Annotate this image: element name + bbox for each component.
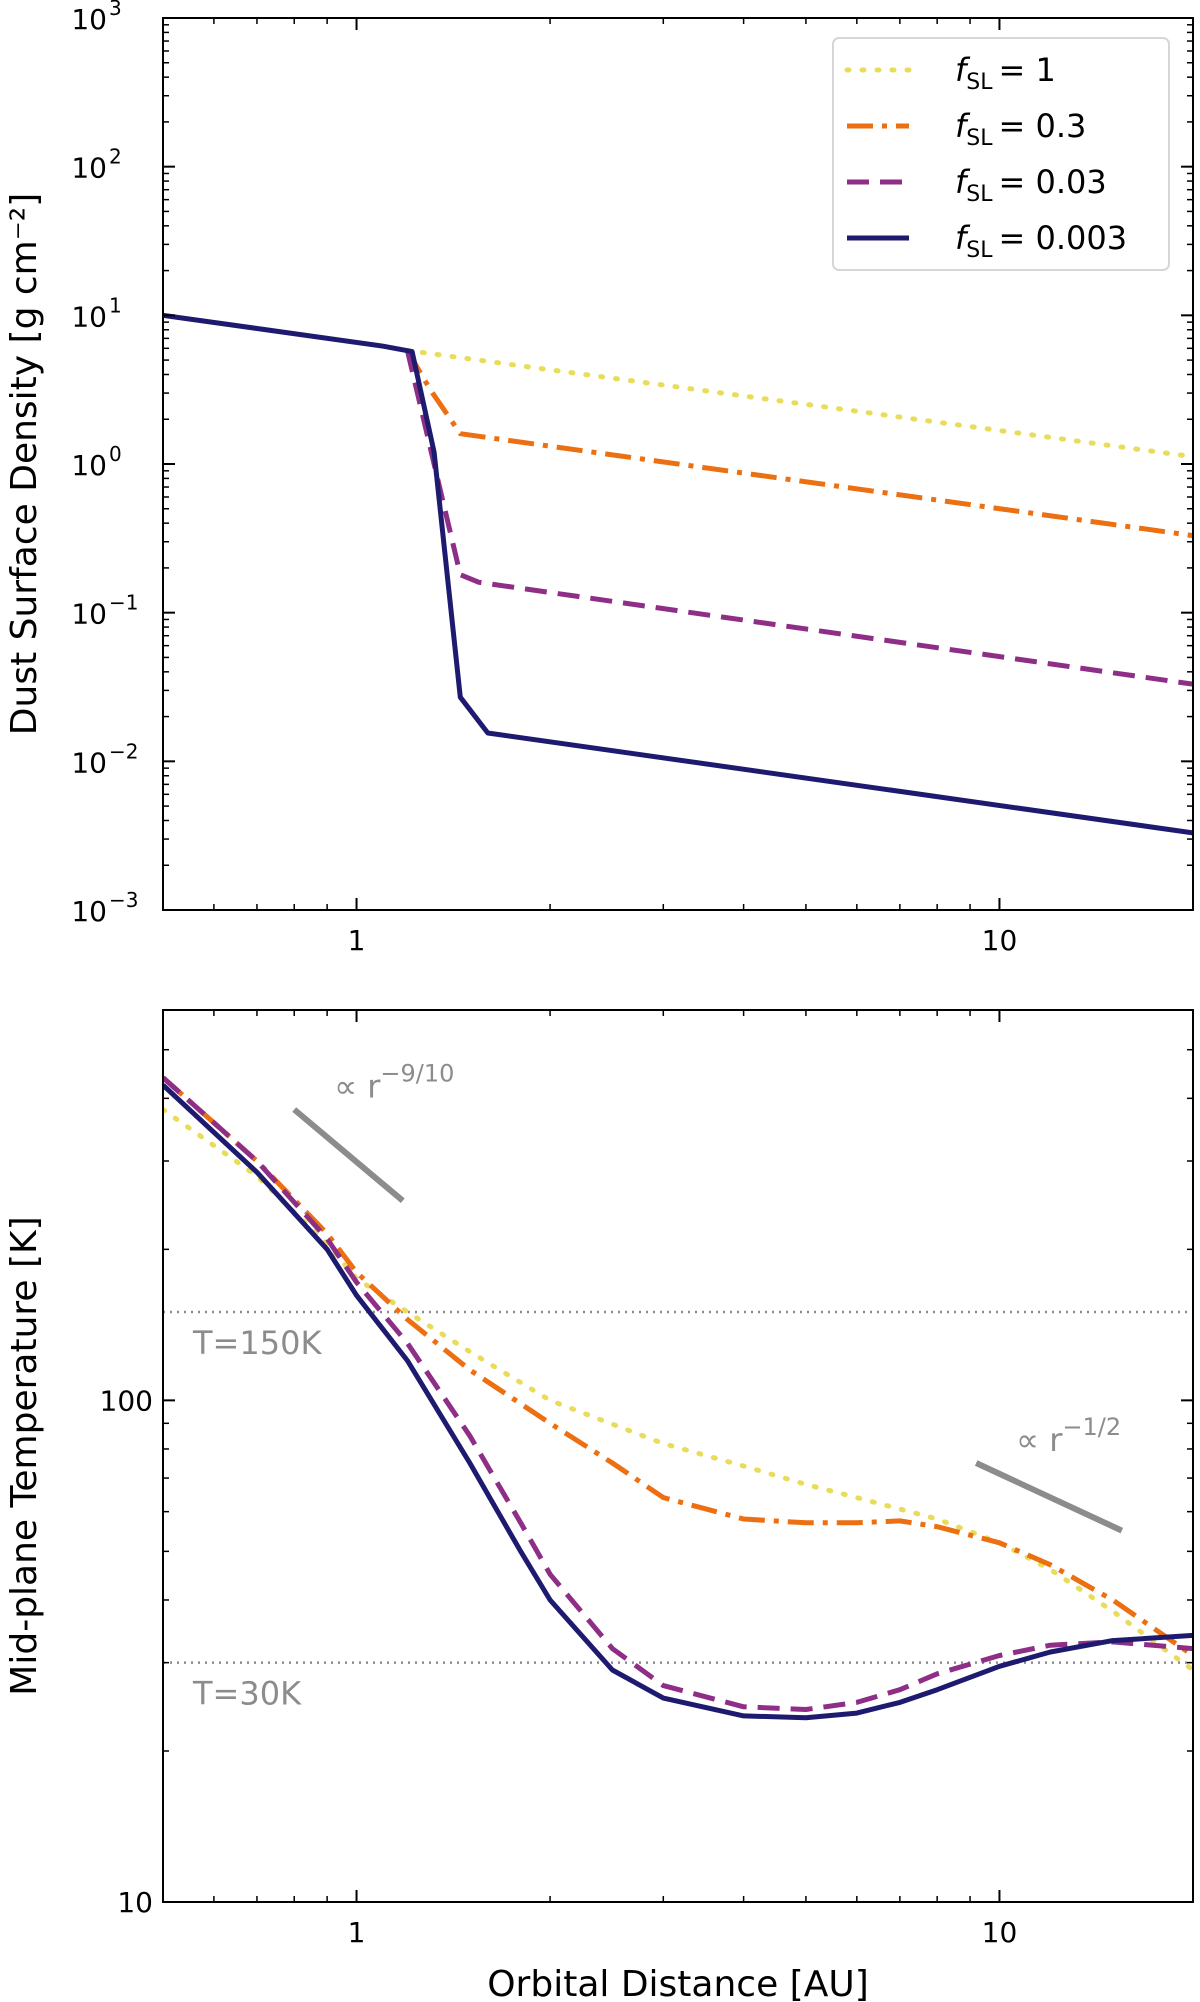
plot-frame: [162, 1009, 1194, 1903]
x-tick-label-10: 10: [982, 924, 1018, 957]
legend-label-4: fSL = 0.003: [955, 219, 1127, 263]
y-tick-label: 10: [71, 895, 107, 928]
slope-indicator-line-1: [292, 1107, 405, 1204]
y-tick-label: 10: [71, 598, 107, 631]
slope-indicator-label-2: ∝ r−1/2: [1016, 1413, 1121, 1459]
x-axis-label: Orbital Distance [AU]: [487, 1964, 869, 2002]
reference-label-150K: T=150K: [192, 1324, 322, 1362]
series-line-fsl1: [404, 348, 1193, 460]
y-tick-label-10: 10: [117, 1886, 153, 1919]
slope-indicator-line-2: [974, 1460, 1124, 1534]
y-tick-label-100: 100: [100, 1384, 153, 1417]
series-line-fsl0.003: [163, 1083, 1193, 1721]
series-line-fsl0.003: [163, 312, 1193, 836]
y-tick-exponent: −1: [109, 591, 138, 615]
y-tick-exponent: 1: [109, 293, 122, 317]
legend-label-3: fSL = 0.03: [955, 163, 1107, 207]
y-tick-label: 10: [71, 746, 107, 779]
y-tick-exponent: 0: [109, 442, 122, 466]
series-line-fsl0.03: [404, 349, 1193, 687]
y-tick-exponent: −2: [109, 739, 138, 763]
x-tick-label-1: 1: [348, 924, 366, 957]
legend-box: [832, 37, 1170, 271]
y-tick-label: 10: [71, 300, 107, 333]
y-tick-label: 10: [71, 3, 107, 36]
x-tick-label-1: 1: [348, 1916, 366, 1949]
series-line-fsl0.03: [163, 1075, 1193, 1712]
y-axis-label: Dust Surface Density [g cm⁻²]: [4, 193, 45, 735]
x-tick-label-10: 10: [982, 1916, 1018, 1949]
y-tick-exponent: −3: [109, 888, 138, 912]
series-line-fsl0.3: [163, 1075, 1193, 1658]
y-axis-label: Mid-plane Temperature [K]: [4, 1216, 45, 1695]
series-line-fsl1: [163, 1107, 1193, 1673]
slope-indicator-label-1: ∝ r−9/10: [334, 1060, 454, 1106]
y-tick-exponent: 2: [109, 145, 122, 169]
legend-label-1: fSL = 1: [955, 51, 1056, 95]
reference-label-30K: T=30K: [192, 1675, 302, 1713]
y-tick-label: 10: [71, 449, 107, 482]
chart-panel-2: T=150K T=30K ∝ r−9/10 ∝ r−1/2 1 10 10 100 Mid-pl…: [4, 1009, 1194, 2002]
y-tick-label: 10: [71, 152, 107, 185]
y-tick-exponent: 3: [109, 0, 122, 20]
